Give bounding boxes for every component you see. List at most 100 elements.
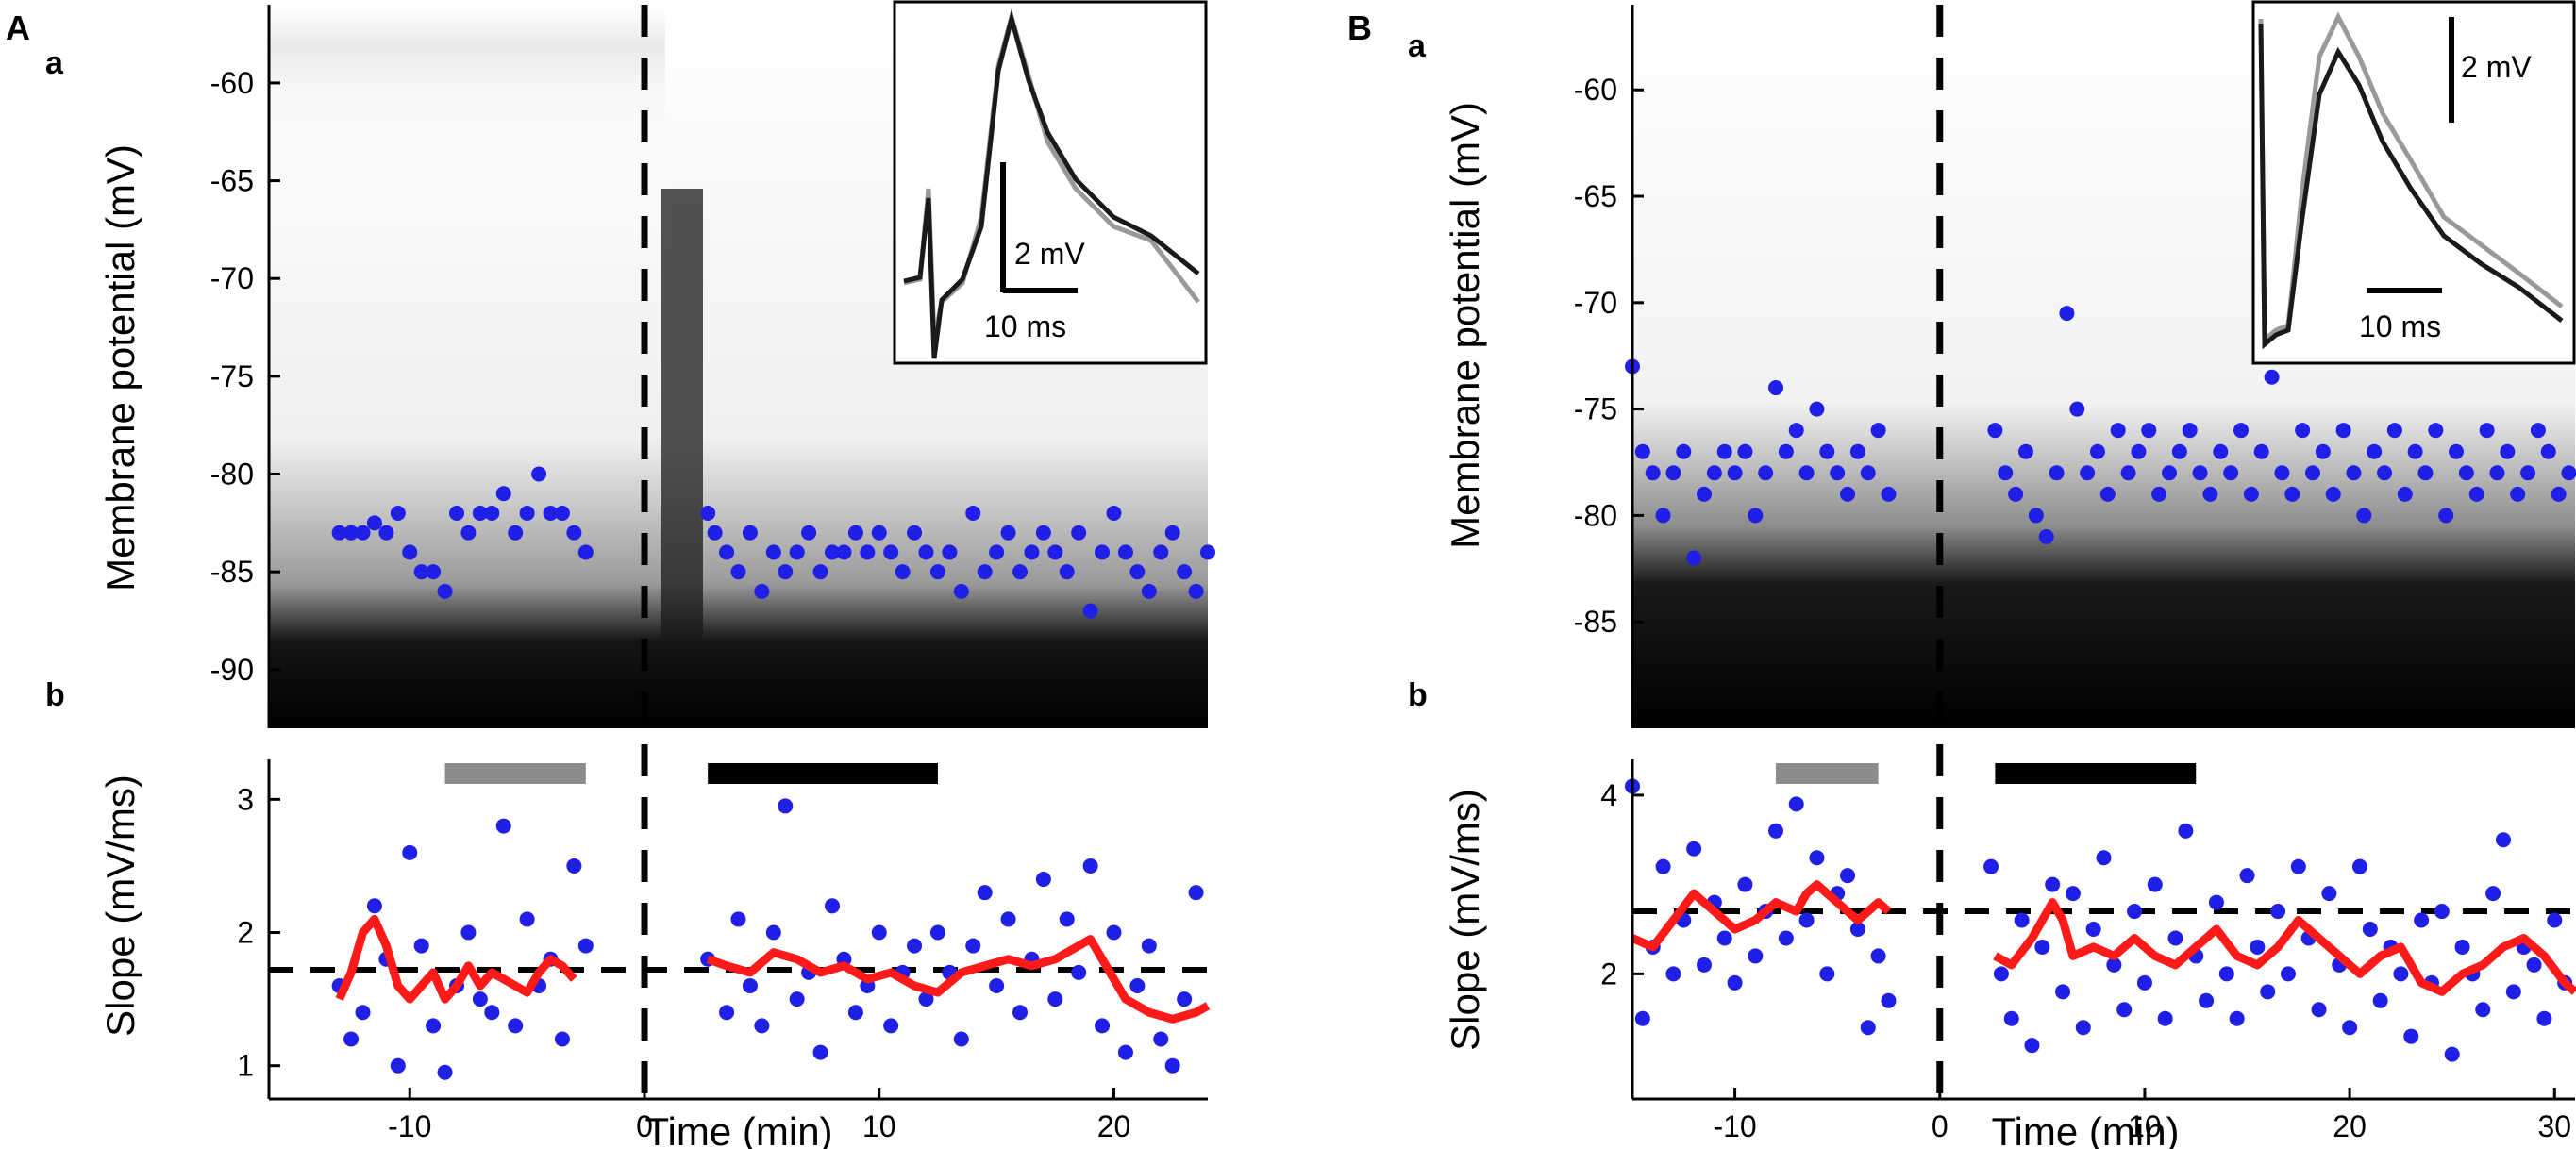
data-point: [700, 505, 716, 521]
data-point: [1129, 978, 1146, 993]
data-point: [2367, 443, 2383, 459]
y-tick-label: -65: [1574, 179, 1617, 213]
data-point: [2034, 939, 2050, 955]
data-point: [825, 898, 840, 914]
data-point: [1106, 924, 1122, 941]
data-point: [2495, 832, 2511, 848]
data-point: [789, 544, 805, 560]
data-point: [343, 1031, 360, 1047]
data-point: [2315, 443, 2331, 459]
data-point: [1141, 583, 1157, 599]
y-tick-label: -90: [210, 653, 254, 687]
data-point: [1697, 486, 1713, 502]
data-point: [2075, 1020, 2091, 1036]
data-point: [2218, 966, 2234, 982]
data-point: [754, 583, 770, 599]
inset-trace-pre: [2258, 11, 2564, 345]
data-point: [812, 564, 828, 580]
data-point: [566, 858, 582, 874]
y-axis-label: Membrane potential (mV): [1443, 102, 1487, 549]
data-point: [2377, 465, 2393, 481]
data-point: [2428, 423, 2444, 439]
data-point: [2414, 912, 2430, 928]
data-point: [2479, 423, 2495, 439]
data-point: [1645, 465, 1661, 481]
inset-time-scale-label: 10 ms: [2359, 309, 2441, 343]
data-point: [2500, 443, 2516, 459]
data-point: [2475, 1002, 2491, 1018]
data-point: [754, 1018, 770, 1034]
data-point: [2510, 486, 2526, 502]
data-point: [1840, 486, 1856, 502]
data-point: [2141, 423, 2157, 439]
x-tick-label: 10: [862, 1109, 896, 1143]
data-point: [1035, 525, 1051, 541]
data-point: [2393, 966, 2409, 982]
data-point: [2253, 443, 2269, 459]
panel-A-b: -10 0 10 20 1 2 3 Slope (mV/ms) Time (min): [98, 5, 1211, 1149]
data-point: [778, 798, 794, 814]
x-tick-label: 20: [1097, 1109, 1131, 1143]
data-point: [2305, 465, 2321, 481]
data-point: [2520, 465, 2536, 481]
data-point: [2547, 912, 2563, 928]
data-point: [2049, 465, 2065, 481]
data-point: [1153, 1031, 1169, 1047]
data-point: [1177, 564, 1193, 580]
data-point: [1697, 957, 1713, 973]
y-tick-label: -75: [1574, 392, 1617, 426]
data-point: [390, 505, 406, 521]
data-point: [1830, 465, 1846, 481]
data-point: [2213, 443, 2229, 459]
data-point: [2157, 1010, 2173, 1026]
data-point: [719, 1005, 735, 1021]
data-point: [883, 1018, 899, 1034]
data-point: [519, 911, 535, 927]
data-point: [402, 844, 418, 860]
sublabel-A-b: b: [45, 677, 65, 713]
data-point: [2059, 306, 2075, 322]
data-point: [2321, 886, 2337, 902]
data-point: [2229, 1010, 2245, 1026]
data-point: [378, 525, 394, 541]
data-point: [801, 525, 817, 541]
data-point: [1665, 966, 1681, 982]
data-point: [543, 505, 559, 521]
data-point: [1177, 991, 1193, 1007]
data-point: [460, 525, 477, 541]
data-point: [2295, 423, 2311, 439]
data-point: [1071, 964, 1087, 980]
data-point: [2434, 904, 2450, 920]
data-point: [2131, 443, 2147, 459]
data-point: [2106, 957, 2122, 973]
data-point: [1012, 564, 1028, 580]
data-point: [1706, 465, 1722, 481]
y-tick-label: -75: [210, 359, 254, 393]
data-point: [1686, 550, 1702, 566]
data-point: [2151, 486, 2167, 502]
data-point: [871, 525, 887, 541]
data-point: [366, 898, 382, 914]
running-mean-line: [1993, 898, 2576, 996]
running-mean-line: [1631, 880, 1892, 952]
data-point: [1849, 443, 1865, 459]
data-point: [2444, 1046, 2460, 1062]
data-point: [812, 1044, 828, 1060]
data-point: [2167, 930, 2183, 946]
data-point: [2536, 1010, 2552, 1026]
data-point: [1758, 465, 1774, 481]
data-point: [472, 505, 488, 521]
data-point: [2223, 465, 2239, 481]
data-point: [2239, 868, 2255, 884]
y-tick-label: 1: [237, 1049, 254, 1083]
data-point: [390, 1057, 406, 1074]
data-point: [1024, 544, 1040, 560]
y-tick-label: -70: [210, 261, 254, 295]
data-point: [2505, 984, 2521, 1000]
data-point: [895, 564, 911, 580]
data-point: [472, 991, 488, 1007]
panel-B-b: -10 0 10 20 30 2 4 Slope (mV/ms) Time (min): [1443, 5, 2576, 1149]
data-point: [1188, 885, 1204, 901]
data-point: [1716, 930, 1732, 946]
